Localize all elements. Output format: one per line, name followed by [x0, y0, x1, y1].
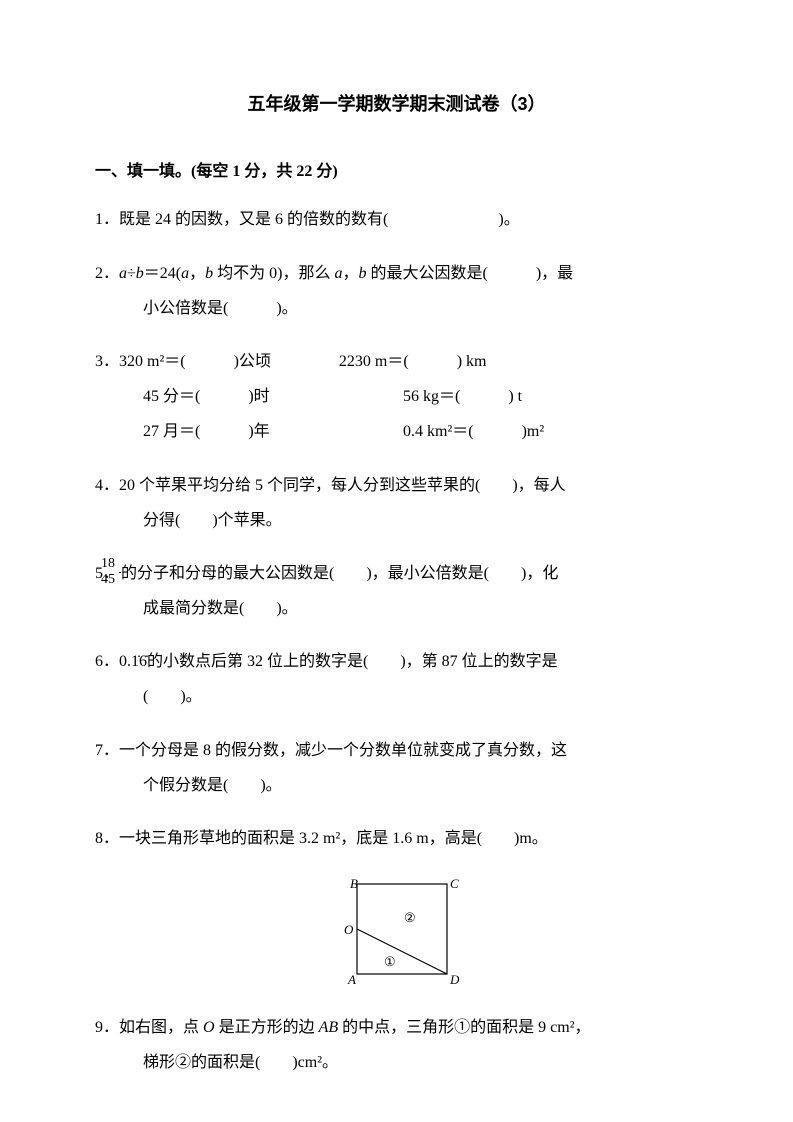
question-7: 7．一个分母是 8 的假分数，减少一个分数单位就变成了真分数，这 个假分数是( …: [95, 733, 698, 803]
question-6: 6．0.1̇6̇的小数点后第 32 位上的数字是( )，第 87 位上的数字是 …: [95, 644, 698, 714]
section-1-heading: 一、填一填。(每空 1 分，共 22 分): [95, 159, 698, 185]
q6-num: 6．: [95, 653, 119, 670]
q4-l2: 分得( )个苹果。: [119, 503, 698, 538]
q9-num: 9．: [95, 1019, 119, 1036]
q2-line2: 小公倍数是( )。: [119, 291, 698, 326]
q3-r3r: 0.4 km²＝( )m²: [403, 414, 698, 449]
page-title: 五年级第一学期数学期末测试卷（3）: [95, 90, 698, 119]
q3-r1l-inline: 320 m²＝( )公顷: [119, 353, 271, 370]
q1-text: 既是 24 的因数，又是 6 的倍数的数有(: [119, 211, 388, 228]
q2-a1: a: [119, 265, 127, 282]
q9-t3: 的中点，三角形①的面积是 9 cm²，: [338, 1019, 590, 1036]
question-9: 9．如右图，点 O 是正方形的边 AB 的中点，三角形①的面积是 9 cm²， …: [95, 1010, 698, 1080]
q3-r3l: 27 月＝( )年: [143, 414, 403, 449]
question-3: 3．320 m²＝( )公顷 2230 m＝( ) km 45 分＝( )时 5…: [95, 344, 698, 450]
q1-tail: )。: [498, 211, 519, 228]
question-8: 8．一块三角形草地的面积是 3.2 m²，底是 1.6 m，高是( )m。: [95, 821, 698, 856]
q9-O: O: [203, 1019, 215, 1036]
square-figure: B C O A D ① ②: [95, 874, 698, 998]
q5-frac-num: 18: [119, 557, 121, 573]
q4-num: 4．: [95, 477, 119, 494]
q6-l2: ( )。: [119, 679, 698, 714]
q1-num: 1．: [95, 211, 119, 228]
q2-num: 2．: [95, 265, 119, 282]
q2-t3: 均不为 0)，那么: [213, 265, 334, 282]
q6-l1: 的小数点后第 32 位上的数字是( )，第 87 位上的数字是: [147, 653, 558, 670]
q2-b2: b: [205, 265, 213, 282]
q2-div: ÷: [127, 265, 136, 282]
label-O: O: [344, 922, 354, 937]
figure-svg: B C O A D ① ②: [322, 874, 472, 989]
label-B: B: [350, 876, 358, 891]
q5-frac-den: 45: [119, 573, 121, 588]
q3-r1r-inline: 2230 m＝( ) km: [339, 353, 487, 370]
q5-l2: 成最简分数是( )。: [119, 591, 698, 626]
q9-l2: 梯形②的面积是( )cm²。: [119, 1045, 698, 1080]
q7-l2: 个假分数是( )。: [119, 768, 698, 803]
q3-r2l: 45 分＝( )时: [143, 379, 403, 414]
q5-l1: 的分子和分母的最大公因数是( )，最小公倍数是( )，化: [121, 565, 558, 582]
q9-t1: 如右图，点: [119, 1019, 203, 1036]
q8-text: 一块三角形草地的面积是 3.2 m²，底是 1.6 m，高是( )m。: [119, 830, 548, 847]
q2-t2: ，: [189, 265, 205, 282]
q7-num: 7．: [95, 742, 119, 759]
q9-AB: AB: [319, 1019, 339, 1036]
q4-l1: 20 个苹果平均分给 5 个同学，每人分到这些苹果的( )，每人: [119, 477, 566, 494]
question-1: 1．既是 24 的因数，又是 6 的倍数的数有( )。: [95, 202, 698, 237]
q7-l1: 一个分母是 8 的假分数，减少一个分数单位就变成了真分数，这: [119, 742, 567, 759]
label-C: C: [450, 876, 459, 891]
label-D: D: [449, 972, 460, 987]
q5-fraction: 1845: [119, 557, 121, 587]
q2-a3: a: [335, 265, 343, 282]
q2-t4: ，: [343, 265, 359, 282]
q2-b1: b: [136, 265, 144, 282]
q2-b3: b: [359, 265, 367, 282]
label-circ1: ①: [384, 954, 396, 969]
q2-a2: a: [181, 265, 189, 282]
q9-t2: 是正方形的边: [215, 1019, 319, 1036]
q3-r2r: 56 kg＝( ) t: [403, 379, 698, 414]
question-2: 2．a÷b＝24(a，b 均不为 0)，那么 a，b 的最大公因数是( )，最 …: [95, 256, 698, 326]
question-5: 5．1845的分子和分母的最大公因数是( )，最小公倍数是( )，化 成最简分数…: [95, 556, 698, 626]
q6-rec: 1̇6̇: [131, 653, 147, 670]
label-circ2: ②: [404, 910, 416, 925]
q2-t1: ＝24(: [144, 265, 181, 282]
q2-t5: 的最大公因数是( )，最: [367, 265, 574, 282]
q8-num: 8．: [95, 830, 119, 847]
q3-num: 3．: [95, 353, 119, 370]
label-A: A: [347, 972, 356, 987]
q6-pre: 0.: [119, 653, 131, 670]
question-4: 4．20 个苹果平均分给 5 个同学，每人分到这些苹果的( )，每人 分得( )…: [95, 468, 698, 538]
